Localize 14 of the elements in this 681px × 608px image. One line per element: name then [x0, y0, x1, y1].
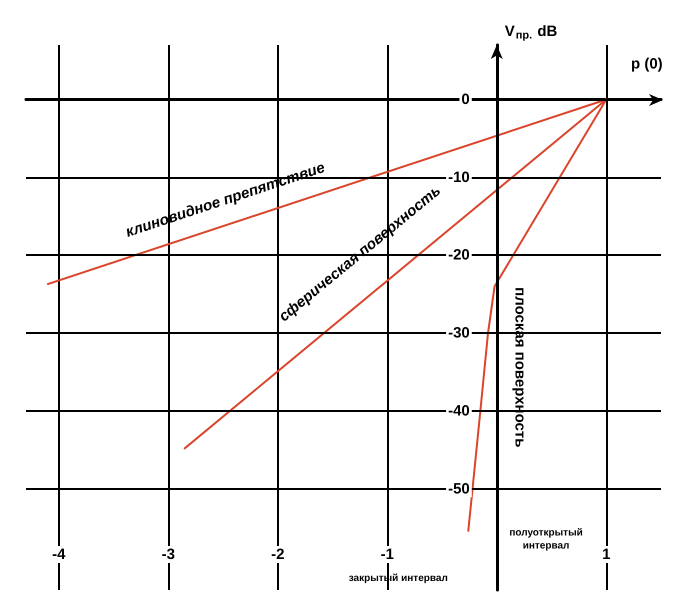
x-axis-title: p (0) [631, 56, 663, 72]
x-tick-label: 1 [602, 546, 610, 563]
x-tick-label: -1 [380, 546, 394, 563]
y-tick-label: -50 [448, 480, 470, 498]
y-tick-label: -30 [448, 324, 470, 342]
annotation: плоская поверхность [511, 287, 528, 448]
y-tick-label: 0 [461, 91, 470, 108]
x-tick-label: -4 [52, 546, 66, 563]
y-tick-label: -20 [448, 246, 470, 264]
x-tick-label: -3 [162, 546, 175, 563]
x-tick-label: -2 [271, 546, 284, 563]
y-tick-label: -40 [448, 402, 470, 420]
annotation: полуоткрытый интервал [509, 527, 583, 552]
y-tick-label: -10 [448, 168, 470, 186]
